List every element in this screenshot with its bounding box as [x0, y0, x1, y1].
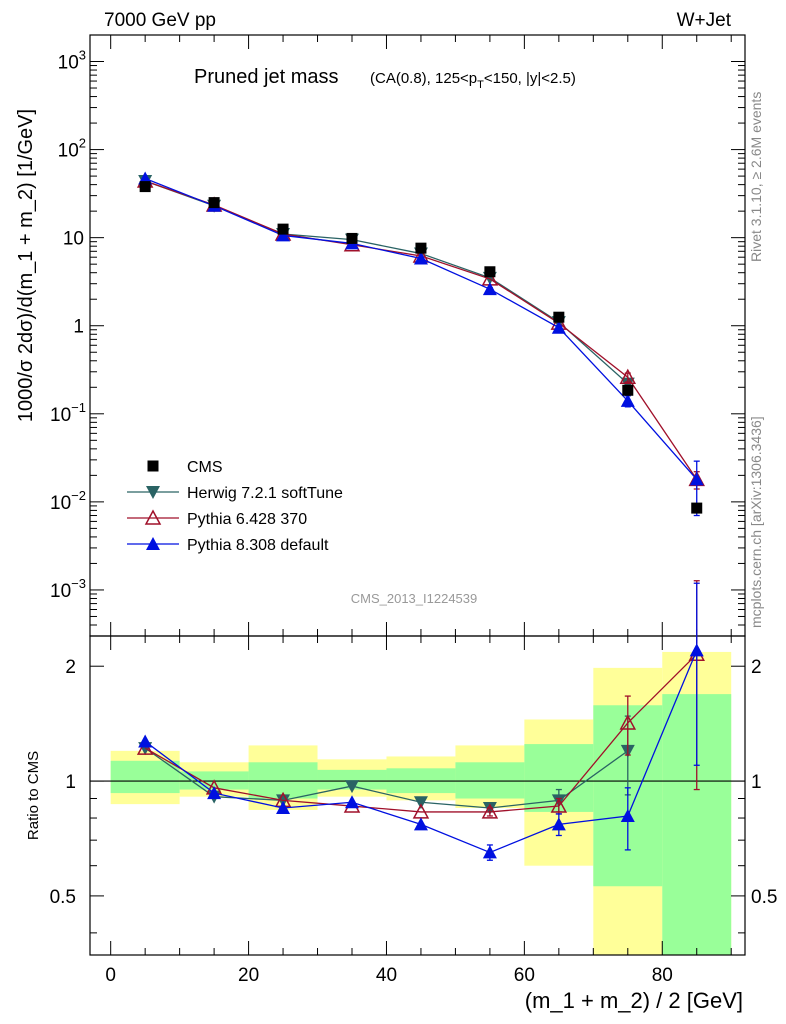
main-point-cms: [208, 197, 220, 209]
ratio-y-tick-label-right: 1: [751, 772, 762, 793]
x-axis-label: (m_1 + m_2) / 2 [GeV]: [525, 988, 743, 1013]
ratio-point-pythia-8-308-default: [345, 795, 359, 809]
x-tick-label: 0: [105, 965, 116, 986]
y-tick-label: 102: [58, 136, 86, 162]
ratio-point-pythia-6-428-370: [136, 739, 154, 755]
ratio-plot-panel: 0 20 40 60 80 0.5 0.5 1 1 2 2 Ratio to CMS (m_1 + m_…: [25, 580, 777, 1013]
main-plot-panel: 10−3 10−2 10−1 1 10 102 103 1000/σ 2dσ)/d(m_1 +…: [15, 34, 746, 637]
x-tick-label: 80: [652, 965, 673, 986]
x-tick-label: 20: [238, 965, 259, 986]
ratio-point-herwig-7-2-1-softtune: [413, 796, 428, 810]
ratio-point-pythia-8-308-default: [276, 800, 291, 814]
legend-marker-cms: [147, 460, 159, 472]
ratio-point-pythia-8-308-default: [207, 786, 222, 800]
main-point-pythia-8-308-default: [276, 228, 291, 242]
ratio-point-pythia-8-308-default: [482, 845, 497, 859]
header-energy-label: 7000 GeV pp: [104, 10, 216, 31]
ratio-line-pythia-6-428-370: [144, 653, 698, 813]
plot-subtitle: (CA(0.8), 125<pT<150, |y|<2.5): [370, 70, 576, 91]
main-line-pythia-6-428-370: [144, 180, 698, 480]
main-point-cms: [622, 384, 634, 396]
main-line-pythia-8-308-default: [144, 177, 698, 480]
main-point-pythia-8-308-default: [413, 251, 428, 265]
ratio-line-herwig-7-2-1-softtune: [144, 747, 629, 809]
ratio-y-tick-label-right: 2: [751, 657, 762, 678]
y-tick-label: 10: [63, 229, 84, 250]
main-point-cms: [691, 502, 703, 514]
y-tick-label: 10−3: [50, 576, 86, 602]
analysis-watermark: CMS_2013_I1224539: [351, 591, 478, 606]
ratio-y-tick-label: 2: [65, 657, 76, 678]
main-point-pythia-8-308-default: [689, 472, 704, 486]
ratio-point-pythia-6-428-370: [550, 797, 568, 813]
rivet-version-label: Rivet 3.1.10, ≥ 2.6M events: [748, 92, 764, 262]
ratio-point-pythia-6-428-370: [481, 803, 499, 819]
ratio-y-tick-label: 0.5: [50, 887, 76, 908]
main-point-cms: [415, 242, 427, 254]
legend-label-herwig-7-2-1-softtune: Herwig 7.2.1 softTune: [187, 485, 343, 502]
ratio-point-pythia-8-308-default: [413, 817, 428, 831]
legend-marker-pythia-6-428-370: [144, 509, 162, 525]
main-point-herwig-7-2-1-softtune: [620, 377, 635, 391]
ratio-y-tick-label-right: 0.5: [751, 887, 777, 908]
ratio-frame: [89, 635, 746, 956]
legend-marker-herwig-7-2-1-softtune: [146, 486, 160, 499]
main-point-cms: [346, 232, 358, 244]
main-point-pythia-8-308-default: [551, 320, 566, 334]
mcplots-source-label: mcplots.cern.ch [arXiv:1306.3436]: [748, 416, 764, 628]
header-process-label: W+Jet: [677, 10, 732, 31]
ratio-band-green: [455, 762, 525, 799]
y-tick-label: 10−1: [50, 400, 86, 426]
ratio-band-green: [110, 760, 180, 794]
legend-label-pythia-6-428-370: Pythia 6.428 370: [187, 511, 307, 528]
ratio-y-tick-label: 1: [65, 772, 76, 793]
ratio-point-pythia-8-308-default: [138, 734, 153, 748]
legend-label-pythia-8-308-default: Pythia 8.308 default: [187, 537, 329, 554]
ratio-point-pythia-8-308-default: [689, 643, 704, 657]
ratio-point-herwig-7-2-1-softtune: [345, 780, 359, 794]
main-point-pythia-8-308-default: [482, 282, 497, 296]
ratio-point-pythia-8-308-default: [551, 817, 566, 831]
ratio-y-axis-label: Ratio to CMS: [25, 751, 42, 840]
plot-title: Pruned jet mass: [194, 66, 339, 88]
main-y-axis-label: 1000/σ 2dσ)/d(m_1 + m_2) [1/GeV]: [15, 109, 37, 422]
y-tick-label: 10−2: [50, 488, 86, 514]
ratio-point-pythia-6-428-370: [619, 714, 637, 730]
y-tick-label: 1: [73, 317, 84, 338]
ratio-band-green: [317, 769, 387, 790]
main-point-pythia-6-428-370: [619, 368, 637, 385]
legend-label-cms: CMS: [187, 459, 223, 476]
legend-marker-pythia-8-308-default: [146, 537, 160, 550]
ratio-point-pythia-8-308-default: [620, 808, 635, 822]
main-point-cms: [484, 266, 496, 278]
main-point-cms: [277, 223, 289, 235]
main-point-cms: [553, 311, 565, 323]
main-point-cms: [139, 181, 151, 193]
y-tick-label: 103: [58, 48, 86, 74]
x-tick-label: 40: [376, 965, 397, 986]
main-point-pythia-8-308-default: [620, 393, 635, 407]
x-tick-label: 60: [514, 965, 535, 986]
